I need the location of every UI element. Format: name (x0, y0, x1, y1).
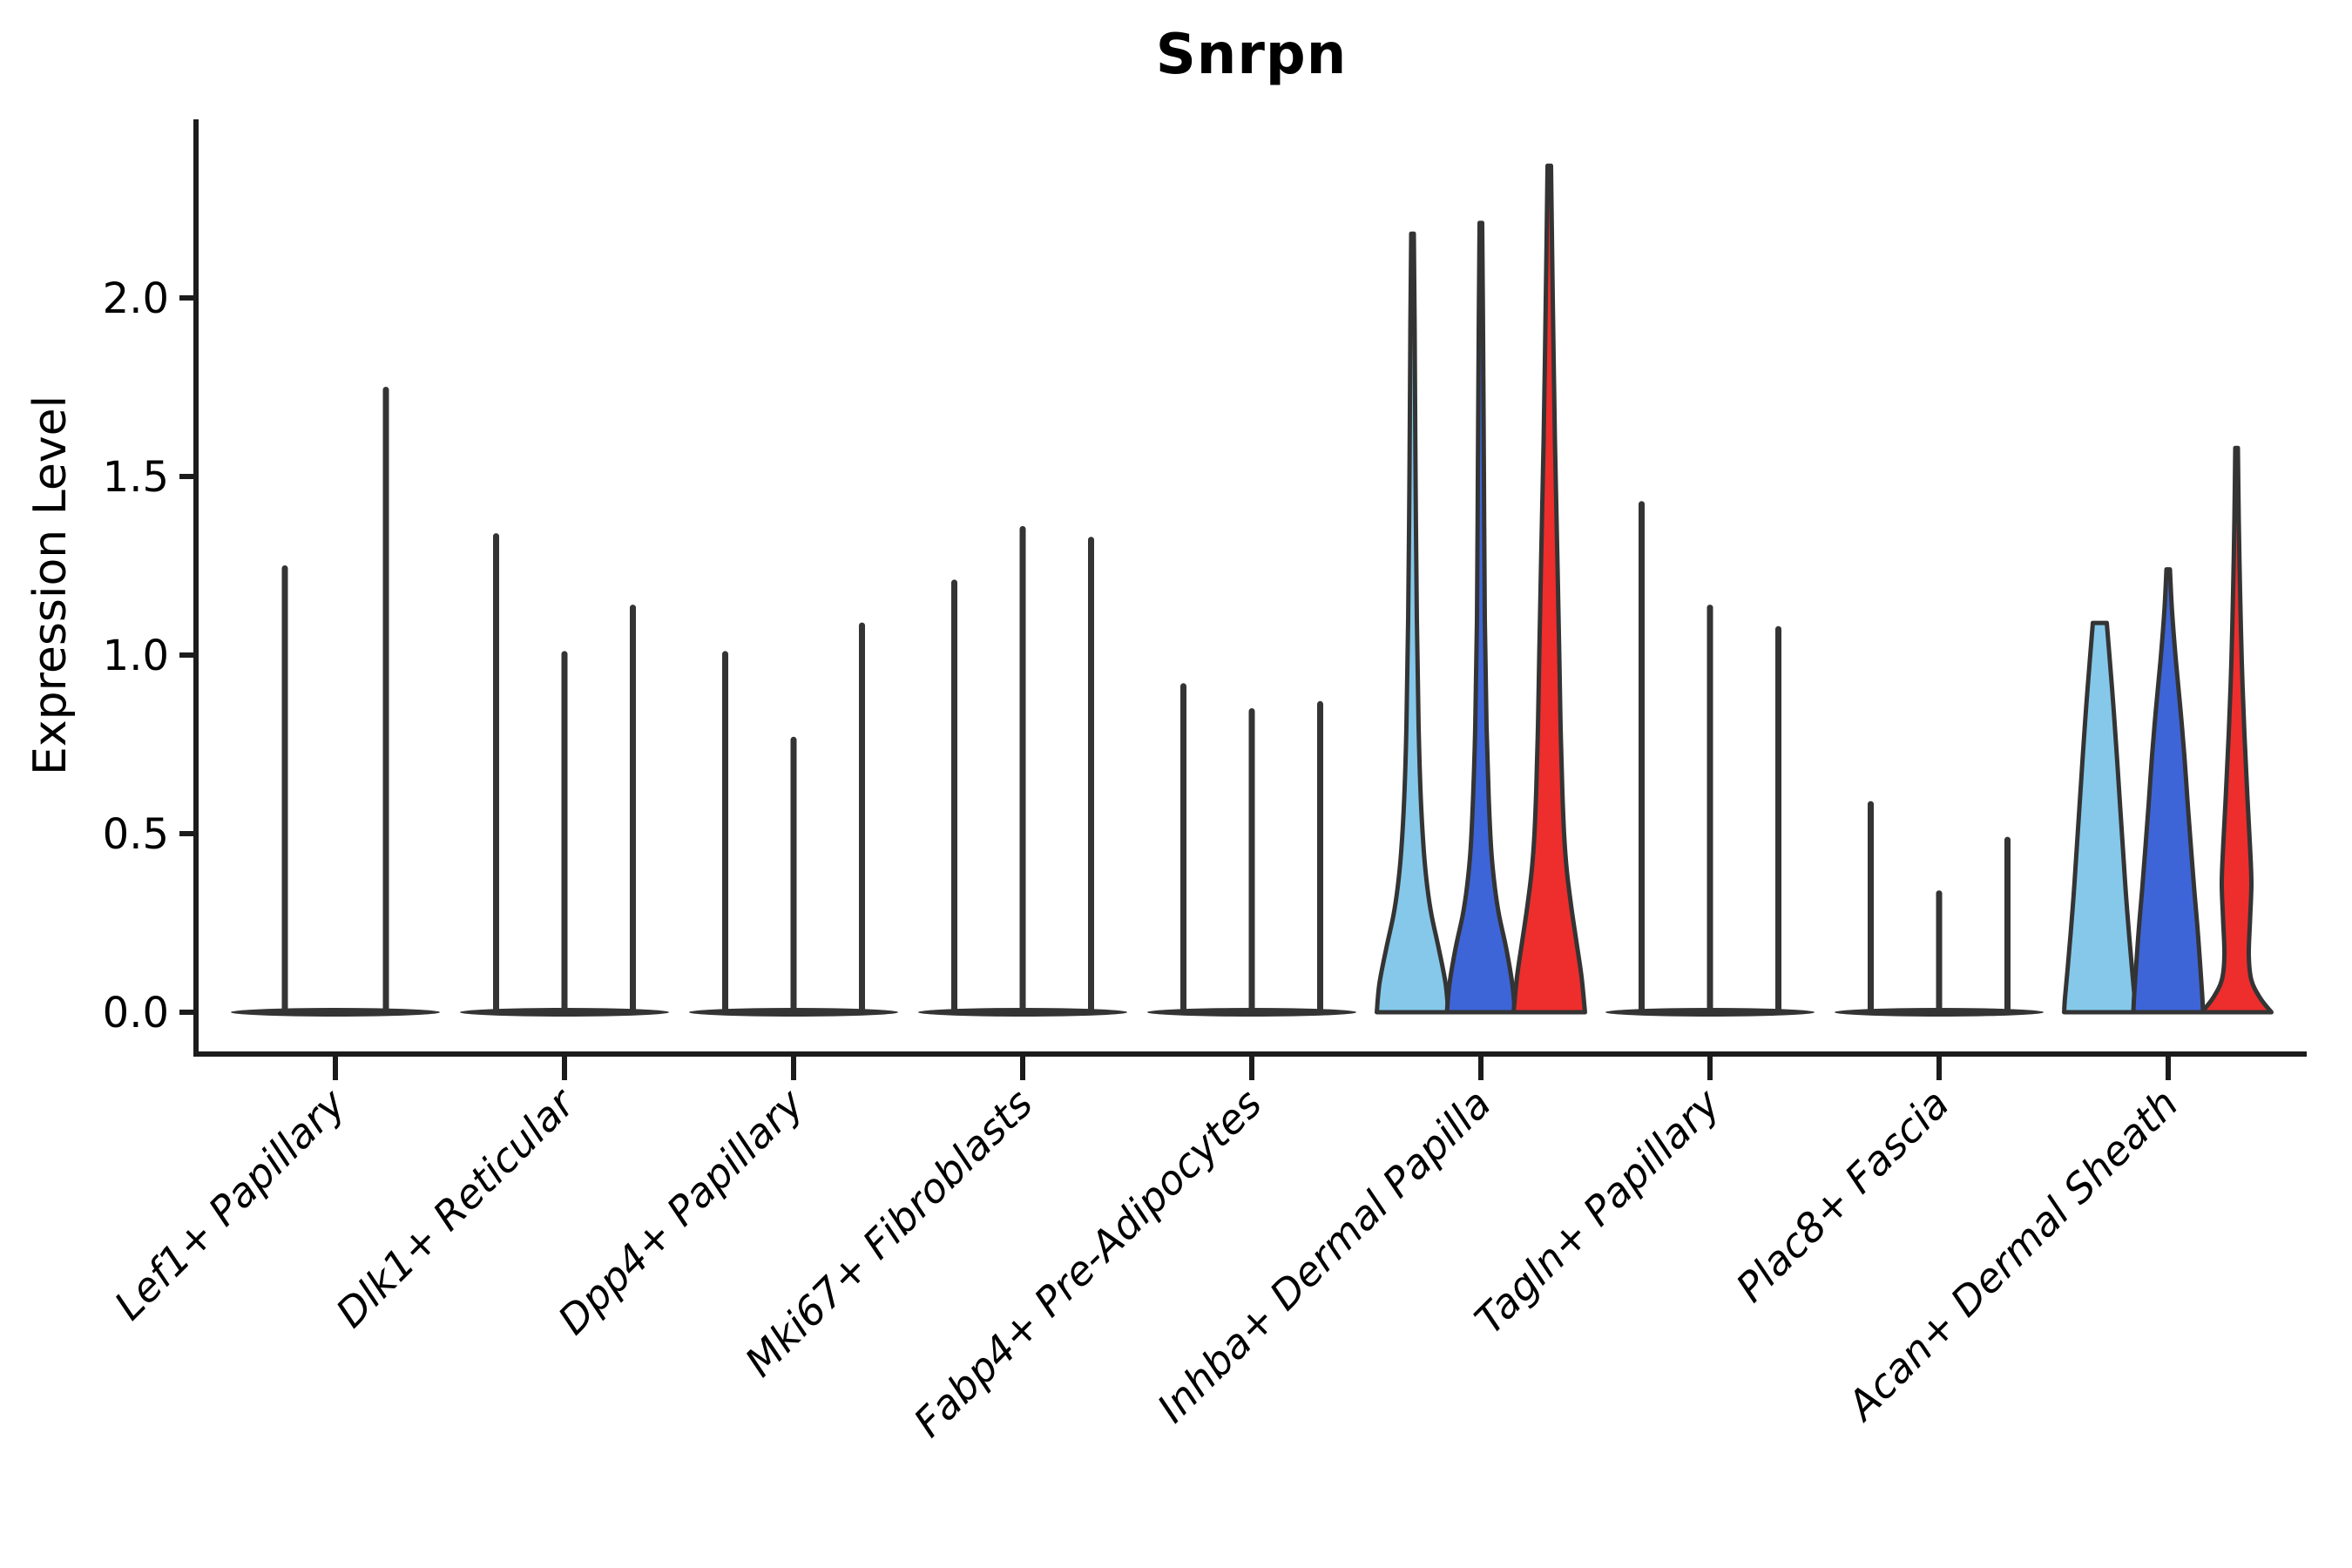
x-tick-label: Dlk1+ Reticular (327, 1078, 585, 1336)
y-tick-label: 2.0 (103, 274, 169, 323)
violin (1444, 220, 1517, 1015)
y-tick-label: 0.5 (103, 810, 169, 859)
violin (2200, 445, 2274, 1015)
violin (2062, 620, 2138, 1015)
violin (2131, 567, 2206, 1015)
violin (1375, 231, 1450, 1015)
plot-title: Snrpn (1155, 23, 1348, 87)
violin (1511, 163, 1587, 1015)
collapsed-violin-baseline (231, 1008, 440, 1017)
x-tick-label: Tagln+ Papillary (1465, 1079, 1729, 1343)
x-tick-label: Lef1+ Papillary (105, 1079, 355, 1328)
x-tick-label: Plac8+ Fascia (1727, 1080, 1957, 1311)
y-tick-label: 1.5 (103, 453, 169, 502)
x-tick-label: Dpp4+ Papillary (549, 1079, 813, 1343)
y-tick-label: 0.0 (103, 989, 169, 1037)
y-tick-label: 1.0 (103, 632, 169, 680)
